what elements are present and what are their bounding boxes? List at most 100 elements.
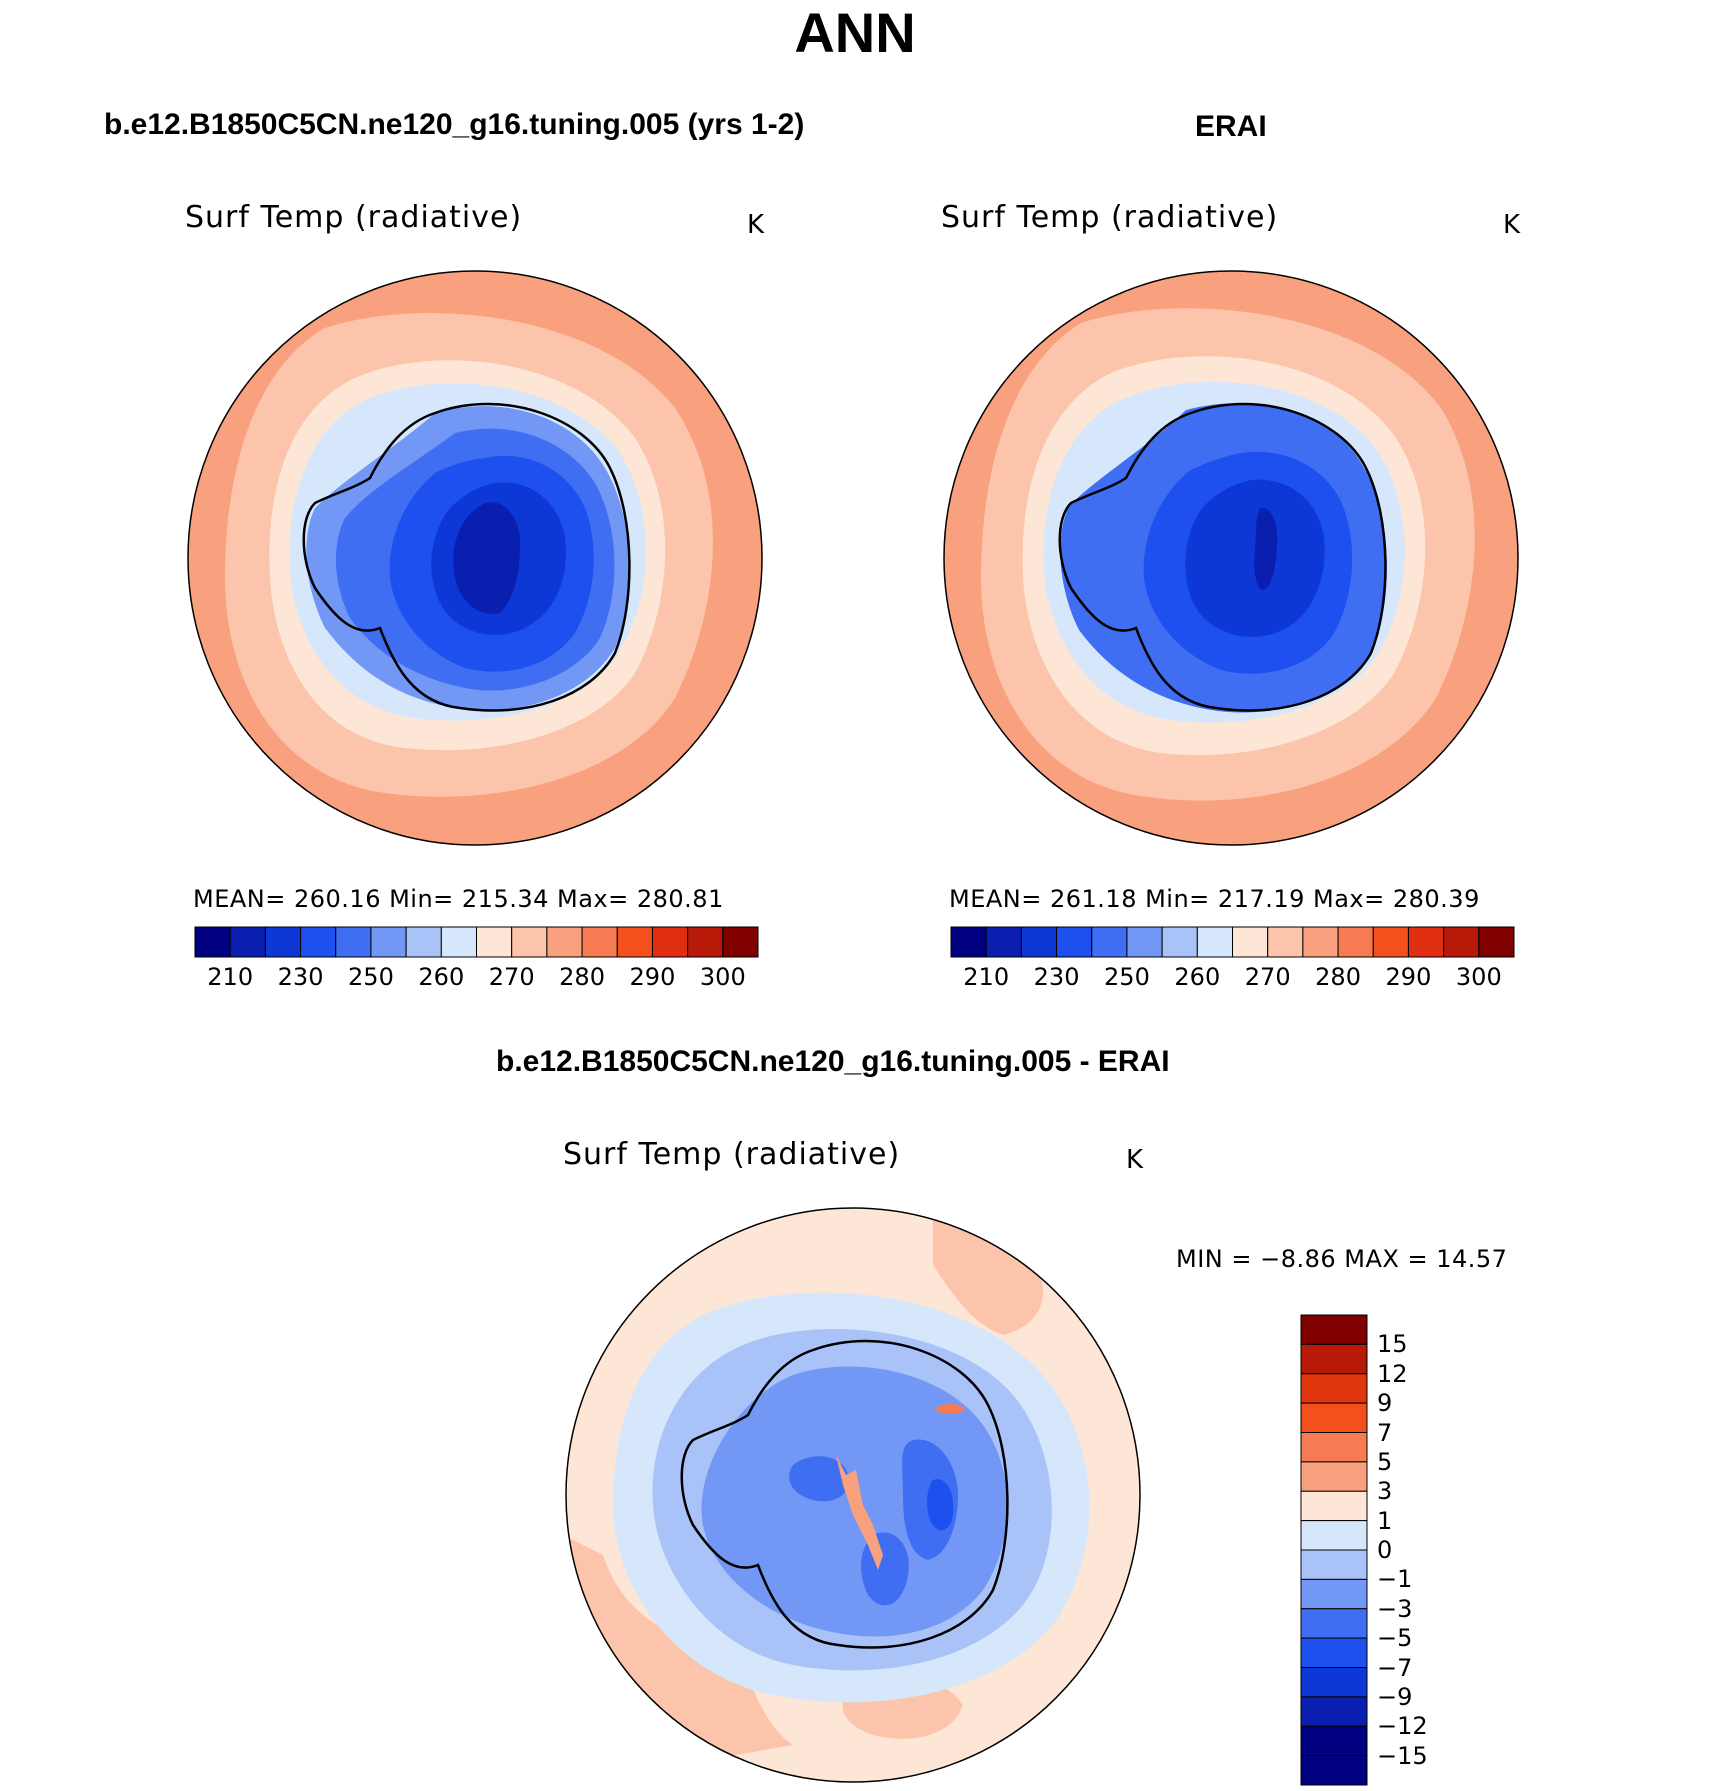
left-units-label: K (747, 210, 765, 240)
right-stats-label: MEAN= 261.18 Min= 217.19 Max= 280.39 (949, 885, 1480, 913)
page-title: ANN (794, 1, 916, 64)
colorbar-box (722, 926, 759, 958)
colorbar-box (1300, 1402, 1368, 1433)
colorbar-box (1337, 926, 1374, 958)
colorbar-box (1056, 926, 1093, 958)
colorbar-box (511, 926, 548, 958)
reference-heading: ERAI (1195, 110, 1267, 143)
colorbar-tick-label: −3 (1377, 1594, 1413, 1623)
colorbar-box (1300, 1696, 1368, 1727)
colorbar-box (950, 926, 987, 958)
colorbar-box (440, 926, 477, 958)
diff-band-1-to-3-b (933, 1208, 1043, 1335)
colorbar-tick-label: 260 (418, 963, 465, 991)
colorbar-box (300, 926, 337, 958)
diff-antarctica-coastline (680, 1339, 1009, 1649)
colorbar-tick-label: 250 (1104, 963, 1150, 991)
diff-stats-label: MIN = −8.86 MAX = 14.57 (1176, 1245, 1508, 1273)
colorbar-box (264, 926, 302, 958)
colorbar-tick-label: 230 (1033, 963, 1080, 991)
colorbar-box (1300, 1578, 1368, 1610)
colorbar-tick-label: 300 (699, 963, 746, 991)
colorbar-box (1267, 926, 1304, 958)
left-temp-band-210 (453, 502, 520, 614)
colorbar-box (1478, 926, 1515, 958)
colorbar-tick-label: 300 (1455, 963, 1502, 991)
colorbar-tick-label: 280 (1315, 963, 1361, 991)
colorbar-box (1300, 1520, 1368, 1551)
colorbar-tick-label: 12 (1377, 1359, 1408, 1388)
colorbar-box (1300, 1490, 1368, 1522)
right-map-boundary (943, 270, 1519, 846)
left-polar-map (187, 270, 763, 846)
colorbar-tick-label: 15 (1377, 1330, 1408, 1359)
colorbar-box (1300, 1461, 1368, 1492)
colorbar-tick-label: 230 (277, 963, 324, 991)
colorbar-box (581, 926, 618, 958)
diff-map-boundary (565, 1207, 1141, 1783)
right-temp-band-210 (1254, 507, 1278, 590)
colorbar-tick-label: 210 (207, 963, 254, 991)
colorbar-tick-label: 270 (488, 963, 535, 991)
colorbar-tick-label: 3 (1377, 1477, 1393, 1506)
colorbar-tick-label: −5 (1377, 1624, 1413, 1653)
colorbar-box (1300, 1667, 1368, 1698)
colorbar-box (1302, 926, 1339, 958)
colorbar-tick-label: 9 (1377, 1389, 1393, 1418)
colorbar-box (1300, 1432, 1368, 1463)
diff-band-warm-spot-a (936, 1404, 964, 1414)
colorbar-box (1161, 926, 1198, 958)
colorbar-box (1300, 1725, 1368, 1757)
colorbar-tick-label: 270 (1244, 963, 1291, 991)
colorbar-box (1372, 926, 1409, 958)
left-colorbar (194, 926, 759, 958)
colorbar-box (1126, 926, 1163, 958)
colorbar-box (194, 926, 231, 958)
diff-units-label: K (1126, 1145, 1144, 1175)
left-antarctica-coastline (302, 402, 631, 712)
colorbar-box (476, 926, 513, 958)
colorbar-tick-label: 250 (348, 963, 394, 991)
colorbar-box (1091, 926, 1128, 958)
difference-heading: b.e12.B1850C5CN.ne120_g16.tuning.005 - E… (496, 1045, 1170, 1078)
colorbar-box (651, 926, 689, 958)
colorbar-tick-label: 0 (1377, 1536, 1393, 1564)
colorbar-box (1407, 926, 1445, 958)
colorbar-tick-label: −15 (1377, 1741, 1428, 1770)
colorbar-tick-label: 210 (963, 963, 1010, 991)
colorbar-tick-label: 290 (1385, 963, 1432, 991)
colorbar-box (1300, 1755, 1368, 1786)
colorbar-box (1300, 1314, 1368, 1345)
colorbar-box (405, 926, 442, 958)
colorbar-box (1300, 1343, 1368, 1375)
diff-band-minus9-to-minus7 (927, 1479, 954, 1531)
colorbar-tick-label: 5 (1377, 1447, 1393, 1476)
colorbar-box (1300, 1637, 1368, 1668)
colorbar-tick-label: 1 (1377, 1506, 1393, 1535)
colorbar-box (335, 926, 372, 958)
left-variable-title: Surf Temp (radiative) (185, 200, 523, 235)
left-map-boundary (187, 270, 763, 846)
colorbar-box (370, 926, 407, 958)
diff-variable-title: Surf Temp (radiative) (563, 1137, 901, 1172)
colorbar-box (1300, 1549, 1368, 1580)
colorbar-tick-label: −7 (1377, 1653, 1413, 1682)
right-polar-map (943, 270, 1519, 846)
colorbar-tick-label: 260 (1174, 963, 1221, 991)
right-colorbar (950, 926, 1515, 958)
colorbar-box (1020, 926, 1058, 958)
colorbar-tick-label: 7 (1377, 1418, 1393, 1447)
diff-colorbar (1300, 1314, 1368, 1786)
colorbar-box (546, 926, 583, 958)
diff-band-warm-ridge (836, 1455, 883, 1570)
diff-band-minus7-to-minus5-b (789, 1456, 849, 1502)
colorbar-box (616, 926, 653, 958)
colorbar-box (1232, 926, 1269, 958)
colorbar-box (985, 926, 1022, 958)
colorbar-tick-label: 290 (629, 963, 676, 991)
colorbar-tick-label: −9 (1377, 1682, 1413, 1711)
colorbar-box (1300, 1608, 1368, 1639)
colorbar-tick-label: −12 (1377, 1712, 1428, 1741)
right-variable-title: Surf Temp (radiative) (941, 200, 1279, 235)
left-stats-label: MEAN= 260.16 Min= 215.34 Max= 280.81 (193, 885, 724, 913)
